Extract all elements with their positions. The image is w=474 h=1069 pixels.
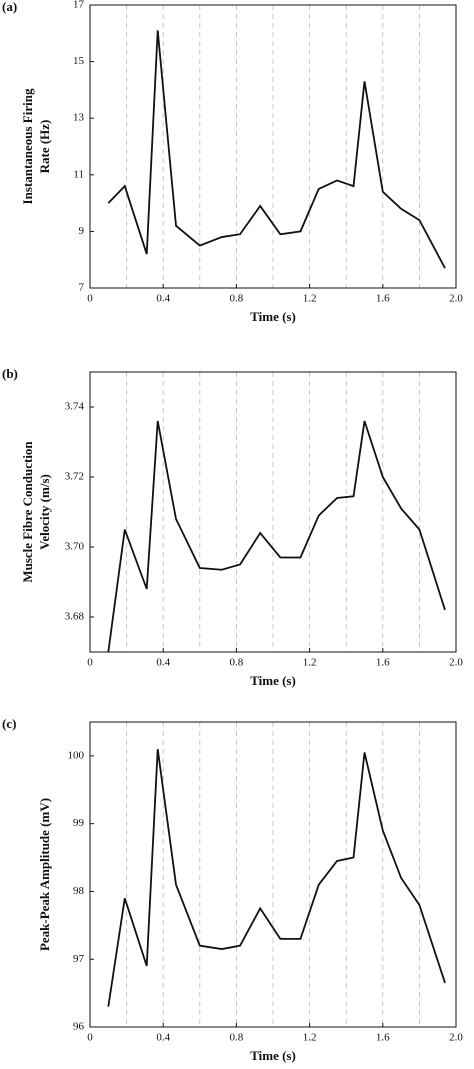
x-axis-label: Time (s): [250, 1048, 296, 1063]
y-tick-label: 99: [73, 817, 85, 829]
panel-label: (b): [2, 366, 18, 381]
y-tick-label: 3.70: [65, 541, 85, 553]
y-tick-label: 9: [79, 225, 85, 237]
x-tick-label: 0.4: [156, 293, 170, 305]
y-tick-label: 13: [73, 112, 85, 124]
y-tick-label: 7: [79, 282, 85, 294]
y-tick-label: 15: [73, 55, 85, 67]
x-tick-label: 0.8: [230, 1032, 244, 1044]
y-axis-label: Peak-Peak Amplitude (mV): [37, 798, 52, 951]
x-tick-label: 1.6: [376, 657, 390, 669]
x-tick-label: 2.0: [449, 1032, 463, 1044]
plot-frame: [89, 371, 457, 653]
x-tick-label: 0: [87, 293, 93, 305]
x-tick-label: 1.6: [376, 293, 390, 305]
y-tick-label: 97: [73, 953, 85, 965]
data-line: [107, 748, 446, 1007]
y-tick-label: 96: [73, 1021, 85, 1033]
plot-frame: [89, 721, 457, 1028]
panel-label: (a): [2, 0, 17, 14]
y-axis-label: Muscle Fibre Conduction: [20, 441, 35, 583]
x-tick-label: 0.4: [156, 1032, 170, 1044]
x-tick-label: 0.8: [230, 293, 244, 305]
x-axis-label: Time (s): [250, 673, 296, 688]
data-line: [107, 420, 446, 653]
plot-frame: [89, 4, 457, 289]
panel-label: (c): [2, 716, 16, 731]
x-tick-label: 0: [87, 1032, 93, 1044]
y-axis-label: Instantaneous Firing: [20, 88, 35, 204]
y-tick-label: 100: [68, 749, 85, 761]
y-tick-label: 11: [73, 168, 84, 180]
y-tick-label: 3.72: [65, 471, 84, 483]
y-tick-label: 98: [73, 885, 85, 897]
x-tick-label: 2.0: [449, 657, 463, 669]
y-tick-label: 3.74: [65, 401, 85, 413]
x-tick-label: 1.2: [303, 1032, 317, 1044]
x-tick-label: 0.4: [156, 657, 170, 669]
x-axis-label: Time (s): [250, 309, 296, 324]
x-tick-label: 1.6: [376, 1032, 390, 1044]
x-tick-label: 2.0: [449, 293, 463, 305]
x-tick-label: 1.2: [303, 293, 317, 305]
x-tick-label: 0: [87, 657, 93, 669]
y-axis-label: Velocity (m/s): [37, 474, 52, 550]
y-tick-label: 17: [73, 0, 85, 11]
y-axis-label: Rate (Hz): [37, 120, 52, 174]
y-tick-label: 3.68: [65, 611, 85, 623]
data-line: [107, 30, 446, 269]
x-tick-label: 1.2: [303, 657, 317, 669]
x-tick-label: 0.8: [230, 657, 244, 669]
